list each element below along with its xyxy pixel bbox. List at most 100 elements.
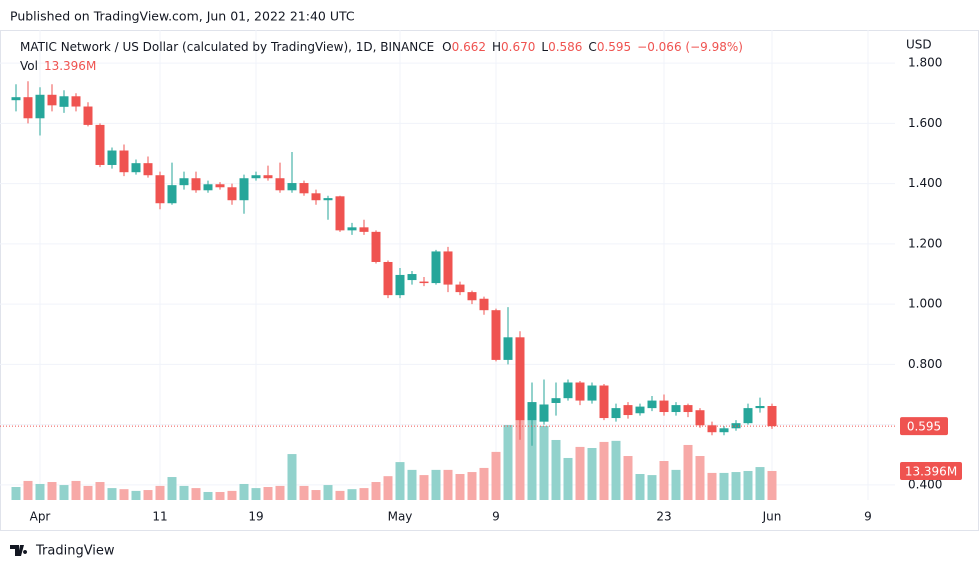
candle-body bbox=[575, 382, 585, 401]
low-label: L bbox=[541, 40, 548, 54]
candle-body bbox=[563, 382, 573, 399]
last-price-label: 0.595 bbox=[907, 420, 941, 434]
candle-body bbox=[707, 425, 717, 433]
volume-bar bbox=[647, 475, 657, 500]
candle-body bbox=[455, 284, 465, 293]
price-pane bbox=[0, 81, 895, 446]
x-tick-label: 9 bbox=[864, 510, 872, 524]
volume-legend: Vol 13.396M bbox=[20, 59, 96, 73]
volume-bar bbox=[575, 446, 585, 500]
volume-value: 13.396M bbox=[44, 59, 96, 73]
candle-body bbox=[239, 178, 249, 201]
volume-bar bbox=[563, 457, 573, 500]
volume-bar bbox=[239, 483, 249, 500]
volume-bar bbox=[11, 487, 21, 500]
volume-bar bbox=[155, 485, 165, 500]
published-note: Published on TradingView.com, Jun 01, 20… bbox=[10, 9, 355, 24]
y-tick-label: 1.600 bbox=[908, 116, 942, 130]
volume-bar bbox=[407, 469, 417, 500]
volume-bar bbox=[515, 399, 525, 500]
volume-bar bbox=[479, 467, 489, 500]
volume-bar bbox=[467, 472, 477, 500]
candle-body bbox=[71, 96, 81, 107]
volume-bar bbox=[275, 485, 285, 500]
candle-body bbox=[683, 405, 693, 413]
candle-body bbox=[59, 96, 69, 107]
legend-line: MATIC Network / US Dollar (calculated by… bbox=[20, 40, 743, 54]
volume-bar bbox=[227, 490, 237, 500]
volume-bar bbox=[611, 440, 621, 500]
volume-bar bbox=[71, 480, 81, 500]
candle-body bbox=[167, 185, 177, 204]
volume-bar bbox=[215, 491, 225, 500]
x-tick-label: 19 bbox=[248, 510, 263, 524]
candle-body bbox=[491, 310, 501, 360]
volume-bar bbox=[371, 482, 381, 500]
volume-bar bbox=[347, 489, 357, 500]
candle-body bbox=[299, 183, 309, 194]
volume-bar bbox=[35, 483, 45, 500]
volume-bar bbox=[251, 488, 261, 500]
y-tick-label: 1.800 bbox=[908, 56, 942, 70]
candle-body bbox=[11, 97, 21, 101]
volume-bar bbox=[599, 441, 609, 500]
candle-body bbox=[287, 183, 297, 191]
volume-bar bbox=[143, 490, 153, 500]
high-value: 0.670 bbox=[501, 40, 535, 54]
volume-bar bbox=[59, 485, 69, 500]
volume-bar bbox=[635, 474, 645, 500]
volume-bar bbox=[47, 482, 57, 500]
candle-body bbox=[419, 281, 429, 284]
candle-body bbox=[335, 196, 345, 231]
last-volume-label: 13.396M bbox=[905, 464, 957, 478]
candle-body bbox=[431, 251, 441, 284]
candle-body bbox=[395, 274, 405, 296]
candle-body bbox=[47, 94, 57, 106]
candle-body bbox=[107, 150, 117, 165]
volume-bar bbox=[107, 488, 117, 500]
candle-body bbox=[407, 274, 417, 281]
volume-bar bbox=[131, 490, 141, 500]
candle-body bbox=[251, 175, 261, 179]
candle-body bbox=[371, 231, 381, 262]
candle-body bbox=[551, 398, 561, 403]
candle-body bbox=[743, 408, 753, 424]
brand-logo bbox=[10, 545, 28, 556]
volume-bar bbox=[587, 448, 597, 500]
currency-label: USD bbox=[906, 38, 932, 52]
volume-bar bbox=[191, 488, 201, 500]
volume-title: Vol bbox=[20, 59, 38, 73]
candle-body bbox=[515, 337, 525, 421]
candle-body bbox=[539, 404, 549, 422]
axes: 0.4000.6000.8001.0001.2001.4001.6001.800… bbox=[30, 56, 962, 524]
volume-bar bbox=[671, 469, 681, 500]
volume-bar bbox=[539, 425, 549, 500]
candle-body bbox=[275, 178, 285, 191]
volume-bar bbox=[623, 456, 633, 500]
candle-body bbox=[35, 94, 45, 119]
candle-body bbox=[671, 405, 681, 413]
volume-bar bbox=[551, 439, 561, 500]
candle-body bbox=[359, 227, 369, 232]
symbol-title: MATIC Network / US Dollar (calculated by… bbox=[20, 40, 434, 54]
volume-bar bbox=[263, 487, 273, 500]
candle-body bbox=[695, 410, 705, 426]
volume-bar bbox=[443, 469, 453, 500]
x-tick-label: 11 bbox=[152, 510, 167, 524]
brand-name: TradingView bbox=[35, 544, 115, 559]
volume-bar bbox=[299, 485, 309, 500]
candle-body bbox=[155, 175, 165, 204]
x-tick-label: 9 bbox=[492, 510, 500, 524]
volume-bar bbox=[23, 480, 33, 500]
volume-bar bbox=[359, 488, 369, 500]
candle-body bbox=[623, 405, 633, 416]
candle-body bbox=[323, 198, 333, 201]
candle-body bbox=[659, 400, 669, 413]
volume-bar bbox=[179, 485, 189, 500]
open-label: O bbox=[442, 40, 451, 54]
volume-bar bbox=[287, 454, 297, 500]
candle-body bbox=[755, 406, 765, 409]
candle-body bbox=[83, 106, 93, 125]
y-tick-label: 1.200 bbox=[908, 236, 942, 250]
